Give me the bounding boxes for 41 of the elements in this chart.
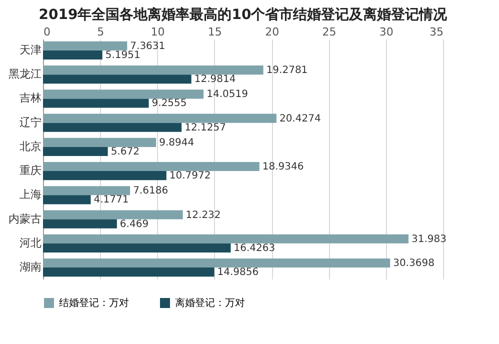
x-tick-label: 10 <box>150 26 165 38</box>
data-label: 7.3631 <box>130 40 166 52</box>
x-tick-label: 0 <box>44 26 50 38</box>
x-tick-label: 35 <box>430 26 444 38</box>
data-label: 7.6186 <box>133 186 168 197</box>
legend-label: 离婚登记：万对 <box>175 297 245 309</box>
data-label: 31.983 <box>412 234 447 245</box>
y-tick-label: 湖南 <box>20 260 42 274</box>
data-label: 12.9814 <box>194 74 236 86</box>
data-label: 4.1771 <box>94 194 129 206</box>
legend-label: 结婚登记：万对 <box>59 297 129 309</box>
x-tick-label: 25 <box>322 26 336 38</box>
x-tick-label: 5 <box>97 26 104 38</box>
x-tick-label: 30 <box>379 26 394 38</box>
data-label: 19.2781 <box>266 65 308 76</box>
data-label: 14.0519 <box>206 89 248 100</box>
y-tick-label: 重庆 <box>20 164 42 178</box>
data-label: 18.9346 <box>262 162 304 173</box>
data-label: 12.1257 <box>184 122 226 134</box>
data-label: 30.3698 <box>393 258 434 270</box>
y-tick-label: 辽宁 <box>20 116 42 129</box>
y-tick-label: 上海 <box>20 188 42 202</box>
data-label: 6.469 <box>120 218 149 230</box>
data-label: 10.7972 <box>169 170 211 182</box>
y-tick-label: 北京 <box>20 140 42 153</box>
x-tick-label: 20 <box>265 26 280 38</box>
chart-title: 2019年全国各地离婚率最高的10个省市结婚登记及离婚登记情况 <box>38 6 448 23</box>
data-label: 20.4274 <box>279 113 321 124</box>
y-tick-label: 内蒙古 <box>8 212 42 226</box>
data-label: 12.232 <box>186 210 221 221</box>
data-label: 9.8944 <box>159 137 194 148</box>
y-tick-label: 河北 <box>20 236 42 250</box>
data-label: 14.9856 <box>217 267 259 278</box>
y-tick-label: 吉林 <box>20 92 42 105</box>
y-tick-label: 黑龙江 <box>8 68 42 81</box>
data-label: 5.672 <box>110 146 140 158</box>
x-tick-label: 15 <box>208 26 222 38</box>
y-tick-label: 天津 <box>20 43 42 56</box>
data-label: 5.1951 <box>105 50 140 61</box>
data-label: 9.2555 <box>152 98 187 110</box>
data-label: 16.4263 <box>234 242 276 254</box>
